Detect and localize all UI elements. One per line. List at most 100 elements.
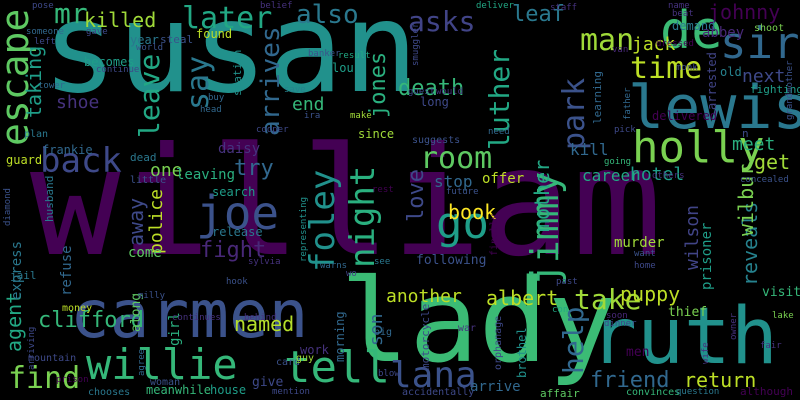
word-arrested: arrested — [705, 52, 719, 110]
word-van: van — [612, 45, 629, 55]
word-blow: blow — [378, 369, 400, 379]
word-refuse: refuse — [59, 245, 75, 296]
word-one: one — [150, 160, 183, 181]
word-want: want — [634, 249, 656, 259]
word-de: de — [660, 1, 723, 61]
word-woman: woman — [150, 377, 181, 388]
word-work: work — [300, 343, 329, 357]
word-prison: prison — [56, 375, 89, 385]
word-release: release — [212, 225, 263, 239]
word-demand: demand — [672, 19, 716, 33]
word-father: father — [623, 87, 633, 120]
word-n: n — [742, 127, 749, 140]
word-ira: ira — [304, 111, 321, 121]
word-little: little — [130, 175, 167, 186]
word-following: following — [416, 253, 487, 268]
word-arrives: arrives — [256, 26, 286, 136]
word-guest: guest — [408, 87, 436, 97]
word-lewis: lewis — [628, 73, 800, 143]
word-accidentally: accidentally — [402, 387, 475, 398]
word-diamond: diamond — [3, 188, 13, 226]
word-sylvia: sylvia — [248, 257, 281, 267]
word-find: find — [8, 361, 81, 396]
word-take: take — [574, 283, 642, 316]
word-future: future — [446, 187, 479, 197]
word-clifford: clifford — [38, 308, 144, 333]
word-wo: wo — [346, 269, 357, 279]
word-steal: steal — [160, 33, 194, 46]
word-name: name — [668, 1, 690, 11]
word-visit: visit — [762, 285, 800, 300]
word-chooses: chooses — [88, 387, 131, 398]
word-lake: lake — [772, 311, 794, 321]
word-meanwhile: meanwhile — [146, 383, 212, 397]
word-old: old — [720, 65, 742, 79]
word-suggests: suggests — [412, 135, 461, 146]
word-fight: fight — [200, 238, 267, 263]
word-back: back — [40, 141, 122, 181]
word-tell: tell — [284, 342, 390, 393]
word-station: station — [231, 49, 244, 96]
word-war: war — [458, 323, 477, 334]
word-since: since — [358, 127, 395, 141]
word-lana: lana — [390, 355, 477, 396]
word-kill: kill — [570, 140, 609, 159]
word-another: another — [386, 286, 462, 307]
word-leave: leave — [133, 53, 166, 138]
word-buy: buy — [208, 93, 225, 103]
word-arrive: arrive — [470, 379, 521, 395]
word-tower: tower — [38, 81, 66, 91]
word-carmen: carmen — [70, 276, 309, 353]
word-shoot: shoot — [754, 23, 785, 34]
word-next: next — [742, 66, 786, 87]
word-jack: jack — [632, 34, 676, 55]
word-belief: belief — [260, 1, 293, 11]
word-see: see — [374, 257, 391, 267]
word-away: away — [124, 197, 148, 246]
word-fair: fair — [760, 341, 782, 351]
word-guy: guy — [296, 353, 315, 364]
word-holly: holly — [632, 122, 765, 173]
word-abbey: abbey — [702, 25, 745, 41]
word-go: go — [436, 198, 489, 249]
word-agent: agent — [2, 291, 26, 352]
word-learning: learning — [591, 71, 604, 124]
word-leaf: leaf — [512, 2, 565, 27]
word-career: career — [582, 166, 640, 185]
word-stop: stop — [434, 172, 473, 191]
word-wife: wife — [701, 342, 711, 364]
word-left: left — [34, 37, 56, 47]
word-morning: morning — [333, 311, 347, 362]
word-although: although — [740, 385, 793, 398]
word-named: named — [234, 312, 295, 336]
word-killed: killed — [84, 8, 157, 32]
word-joe: joe — [196, 186, 280, 240]
word-need: need — [488, 127, 510, 137]
word-brothel: brothel — [515, 327, 529, 378]
word-someone: someone — [26, 27, 64, 37]
word-guard: guard — [6, 153, 43, 167]
word-card: card — [276, 357, 301, 368]
word-concealed: concealed — [740, 175, 789, 185]
word-owner: owner — [729, 312, 739, 340]
word-hook: hook — [226, 277, 248, 287]
word-susan: susan — [42, 0, 419, 121]
word-others: others — [652, 171, 685, 181]
word-mention: mention — [272, 387, 310, 397]
word-end: end — [292, 94, 325, 115]
word-save: save — [284, 85, 306, 95]
word-foley: foley — [303, 169, 343, 272]
word-sir: sir — [720, 18, 800, 69]
word-pick: pick — [614, 125, 636, 135]
word-mother: mother — [530, 159, 554, 232]
word-later: later — [182, 1, 273, 36]
word-return: return — [684, 368, 757, 392]
word-meet: meet — [732, 134, 776, 155]
word-staff: staff — [550, 3, 578, 13]
word-deliver: deliver — [476, 1, 514, 11]
word-arriving: arriving — [27, 326, 37, 370]
word-search: search — [212, 185, 256, 199]
word-con: con — [552, 305, 569, 315]
word-night: night — [343, 165, 383, 268]
